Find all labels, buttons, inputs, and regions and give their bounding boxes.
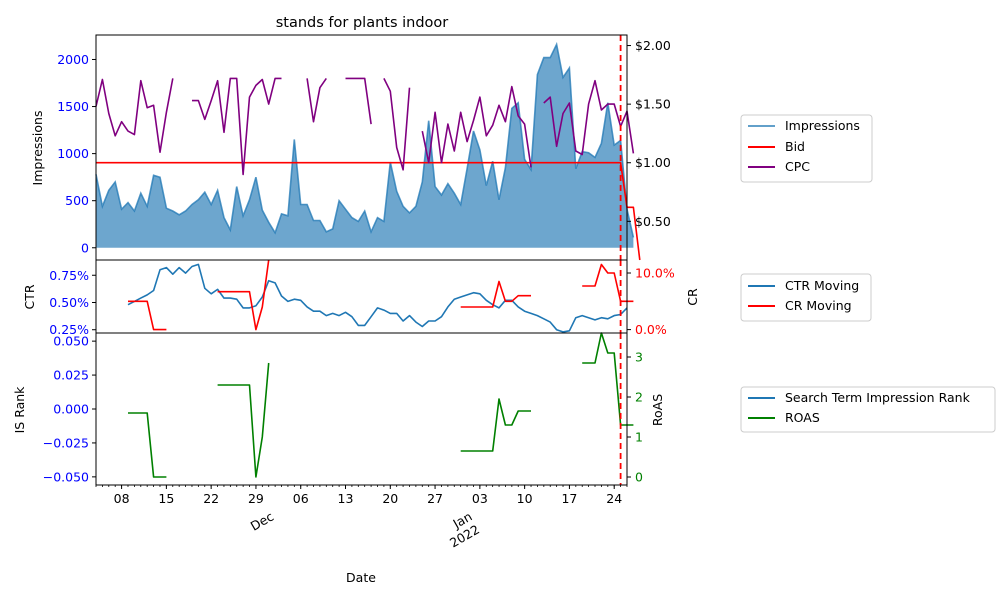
y2-tick-label: 10.0% bbox=[635, 266, 675, 281]
chart-title: stands for plants indoor bbox=[276, 15, 449, 31]
impressions-area-layer bbox=[95, 41, 635, 248]
legend-box bbox=[740, 386, 996, 433]
x-tick-label: 15 bbox=[158, 491, 174, 506]
impressions-area bbox=[96, 44, 634, 248]
y-tick-label: 0.25% bbox=[49, 322, 89, 337]
x-tick-label: 08 bbox=[114, 491, 130, 506]
ctr-y-ticks: 0.25% 0.50% 0.75% bbox=[49, 268, 96, 337]
is-rank-panel: −0.050 −0.025 0.000 0.025 0.050 0 1 2 3 08 15 22 2… bbox=[12, 332, 665, 585]
legend-label-is-rank: Search Term Impression Rank bbox=[785, 390, 971, 405]
impressions-axis-label: Impressions bbox=[30, 111, 45, 186]
x-tick-label: 20 bbox=[382, 491, 398, 506]
y2-tick-label: 0 bbox=[635, 470, 643, 485]
legend-impressions-panel: Impressions Bid CPC bbox=[740, 114, 873, 183]
y2-tick-label: 1 bbox=[635, 430, 643, 445]
cr-axis-label: CR bbox=[685, 288, 700, 306]
y-tick-label: 0.75% bbox=[49, 268, 89, 283]
roas-lines-layer bbox=[128, 332, 634, 478]
y2-tick-label: $2.00 bbox=[635, 38, 671, 53]
legend-label-cpc: CPC bbox=[785, 159, 810, 174]
y-tick-label: −0.025 bbox=[43, 435, 89, 450]
cpc-line-segment-3 bbox=[345, 77, 372, 125]
y2-tick-label: 2 bbox=[635, 390, 643, 405]
ctr-axis-label: CTR bbox=[22, 284, 37, 309]
cpc-line-segment-5 bbox=[421, 85, 532, 168]
x-tick-label: 13 bbox=[338, 491, 354, 506]
cr-line-segment-0 bbox=[128, 300, 167, 331]
cpc-line-segment-0 bbox=[95, 78, 174, 153]
roas-line-segment-2 bbox=[460, 398, 531, 452]
cpc-line-segment-6 bbox=[543, 79, 635, 156]
cr-line-segment-3 bbox=[582, 263, 634, 303]
cpc-line-segment-2 bbox=[306, 77, 327, 123]
y2-tick-label: 0.0% bbox=[635, 322, 667, 337]
x-tick-label: 22 bbox=[203, 491, 219, 506]
y2-tick-label: 3 bbox=[635, 350, 643, 365]
y-tick-label: 0.000 bbox=[53, 402, 89, 417]
x-tick-label: 10 bbox=[517, 491, 533, 506]
legend-label-roas: ROAS bbox=[785, 410, 820, 425]
legend-label-bid: Bid bbox=[785, 139, 805, 154]
roas-line-segment-1 bbox=[217, 362, 270, 478]
cr-line-segment-2 bbox=[460, 280, 531, 308]
y2-tick-label: $0.50 bbox=[635, 214, 671, 229]
x-tick-label: 24 bbox=[606, 491, 622, 506]
y-tick-label: 0.025 bbox=[53, 368, 89, 383]
x-tick-label: 03 bbox=[472, 491, 488, 506]
legend-is-rank-panel: Search Term Impression Rank ROAS bbox=[740, 386, 996, 433]
legend-box bbox=[740, 114, 873, 183]
roas-y2-ticks: 0 1 2 3 bbox=[627, 350, 643, 485]
cr-line-segment-1 bbox=[217, 259, 270, 331]
legend-label-cr: CR Moving bbox=[785, 298, 852, 313]
roas-line-segment-3 bbox=[582, 332, 634, 426]
y-tick-label: −0.050 bbox=[43, 469, 89, 484]
x-tick-label: 29 bbox=[248, 491, 264, 506]
impressions-panel: 0 500 1000 1500 2000 $0.50 $1.00 $1.50 $2.00 Im… bbox=[30, 34, 671, 261]
x-tick-label: 27 bbox=[427, 491, 443, 506]
y-tick-label: 1500 bbox=[57, 99, 89, 114]
cpc-line-segment-1 bbox=[192, 77, 282, 176]
bid-line-segment-0 bbox=[96, 161, 641, 261]
date-axis-label: Date bbox=[346, 570, 376, 585]
y-tick-label: 0.50% bbox=[49, 295, 89, 310]
is-rank-axis-label: IS Rank bbox=[12, 386, 27, 434]
cr-y2-ticks: 0.0% 10.0% bbox=[627, 266, 675, 337]
legend-ctr-panel: CTR Moving CR Moving bbox=[740, 273, 872, 322]
is-rank-y-ticks: −0.050 −0.025 0.000 0.025 0.050 bbox=[43, 334, 96, 484]
x-tick-label: 17 bbox=[561, 491, 577, 506]
ctr-panel: 0.25% 0.50% 0.75% 0.0% 10.0% CTR CR bbox=[22, 259, 700, 337]
ctr-line-segment-0 bbox=[127, 263, 628, 333]
y2-tick-label: $1.00 bbox=[635, 155, 671, 170]
impressions-line bbox=[95, 41, 635, 238]
y-tick-label: 0.050 bbox=[53, 334, 89, 349]
y-tick-label: 0 bbox=[81, 240, 89, 255]
x-tick-label: 06 bbox=[293, 491, 309, 506]
y2-tick-label: $1.50 bbox=[635, 97, 671, 112]
y-tick-label: 500 bbox=[65, 193, 89, 208]
y-tick-label: 2000 bbox=[57, 52, 89, 67]
ctr-cr-lines-layer bbox=[127, 259, 634, 333]
bid-cpc-lines-layer bbox=[95, 77, 641, 261]
cpc-y2-ticks: $0.50 $1.00 $1.50 $2.00 bbox=[627, 38, 671, 229]
y-tick-label: 1000 bbox=[57, 146, 89, 161]
cpc-line-segment-4 bbox=[383, 78, 411, 171]
legend-label-ctr: CTR Moving bbox=[785, 278, 859, 293]
roas-line-segment-0 bbox=[128, 412, 167, 478]
impressions-y-ticks: 0 500 1000 1500 2000 bbox=[57, 52, 96, 255]
legend-label-impressions: Impressions bbox=[785, 118, 860, 133]
roas-axis-label: RoAS bbox=[650, 394, 665, 426]
